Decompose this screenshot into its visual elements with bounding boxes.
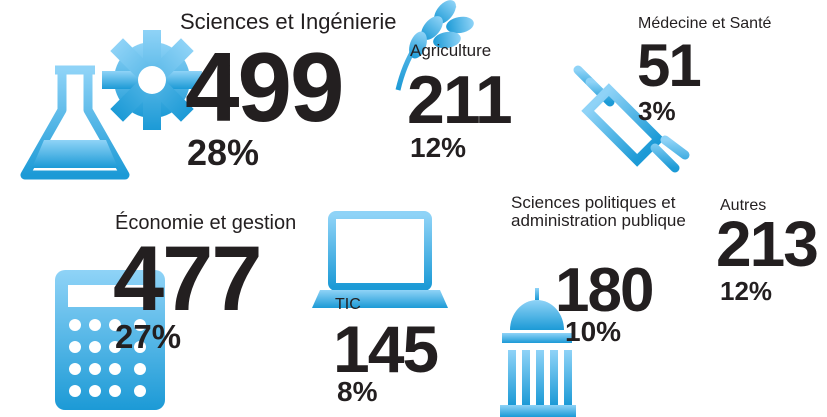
- field-count: 145: [333, 312, 439, 386]
- field-count: 211: [407, 62, 513, 138]
- field-percent: 10%: [565, 316, 622, 347]
- field-percent: 12%: [720, 276, 773, 306]
- field-count: 51: [637, 32, 702, 99]
- gear-icon: [102, 30, 202, 130]
- capitol-icon: [500, 288, 576, 417]
- wheat-icon: [395, 0, 474, 91]
- field-count: 499: [185, 32, 345, 142]
- field-label: Économie et gestion: [115, 212, 297, 234]
- flask-icon: [20, 65, 130, 180]
- calculator-icon: [55, 270, 165, 410]
- field-label: Sciences politiques et administration pu…: [511, 193, 686, 230]
- field-label: Sciences et Ingénierie: [180, 9, 397, 34]
- field-percent: 27%: [115, 318, 182, 355]
- field-percent: 8%: [337, 376, 378, 407]
- field-label: TIC: [335, 296, 361, 313]
- field-percent: 3%: [638, 96, 676, 126]
- field-percent: 28%: [187, 132, 260, 173]
- field-label: Agriculture: [410, 41, 492, 60]
- field-label: Autres: [720, 197, 767, 214]
- laptop-icon: [312, 211, 448, 308]
- field-count: 477: [113, 228, 262, 330]
- field-count: 180: [555, 256, 654, 325]
- field-count: 213: [716, 208, 819, 280]
- field-percent: 12%: [410, 132, 467, 163]
- syringe-icon: [573, 65, 690, 173]
- field-label: Médecine et Santé: [638, 15, 772, 32]
